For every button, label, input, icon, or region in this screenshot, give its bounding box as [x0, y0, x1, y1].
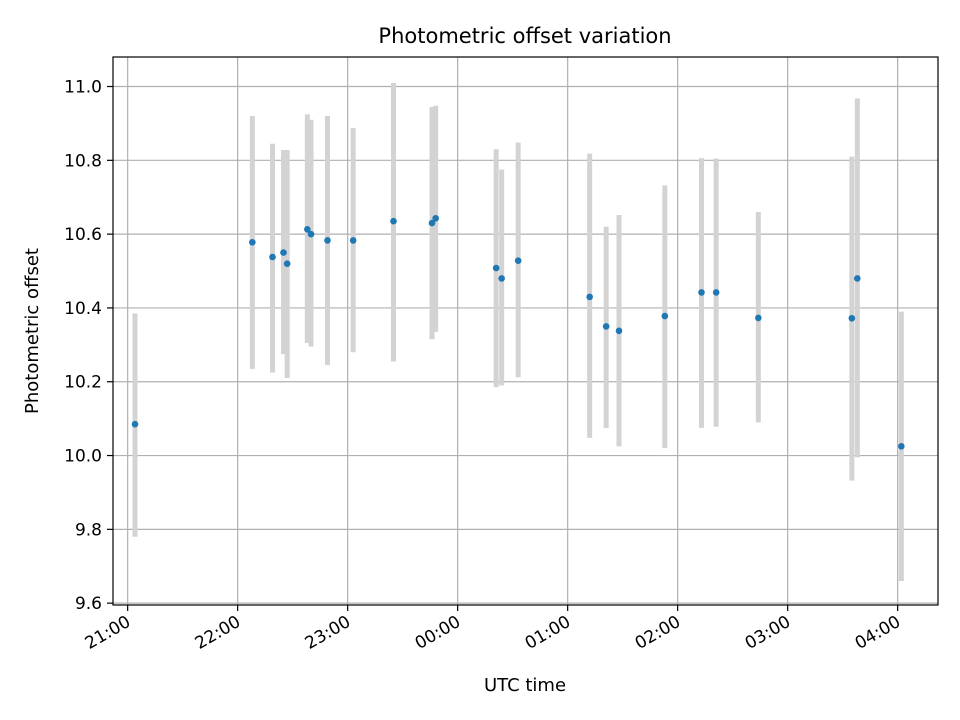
data-point: [514, 257, 522, 265]
data-point: [428, 219, 436, 227]
y-tick-label: 9.6: [75, 594, 102, 614]
data-point: [698, 289, 705, 296]
y-tick-label: 10.8: [64, 151, 102, 171]
data-point: [304, 226, 311, 233]
x-axis-label: UTC time: [484, 675, 566, 696]
data-point: [661, 312, 669, 320]
data-point: [283, 260, 291, 267]
data-point: [898, 443, 905, 450]
chart-title: Photometric offset variation: [378, 24, 671, 48]
data-point: [492, 264, 500, 272]
data-point: [498, 275, 505, 282]
data-points: [131, 214, 905, 450]
data-point: [307, 230, 315, 238]
y-axis: 9.6 9.8 10.0 10.2 10.4 10.6 10.8 11.0: [64, 78, 113, 614]
data-point: [854, 275, 861, 282]
data-point: [249, 238, 256, 246]
data-point: [349, 237, 357, 244]
y-tick-label: 10.2: [64, 373, 102, 393]
data-point: [324, 237, 331, 244]
data-point: [131, 420, 139, 428]
data-point: [390, 217, 397, 225]
data-point: [602, 323, 610, 330]
y-axis-label: Photometric offset: [22, 248, 43, 414]
y-tick-label: 10.4: [64, 299, 102, 319]
data-point: [432, 214, 439, 222]
plot-frame: [112, 56, 939, 606]
data-point: [615, 327, 623, 335]
data-point: [712, 289, 720, 296]
y-tick-label: 11.0: [64, 78, 102, 98]
data-point: [755, 314, 762, 322]
data-point: [269, 253, 276, 261]
y-tick-label: 10.6: [64, 225, 102, 245]
data-point: [280, 249, 287, 256]
data-point: [848, 314, 856, 322]
y-tick-label: 9.8: [75, 520, 102, 540]
data-point: [586, 293, 593, 301]
y-tick-label: 10.0: [64, 447, 102, 467]
